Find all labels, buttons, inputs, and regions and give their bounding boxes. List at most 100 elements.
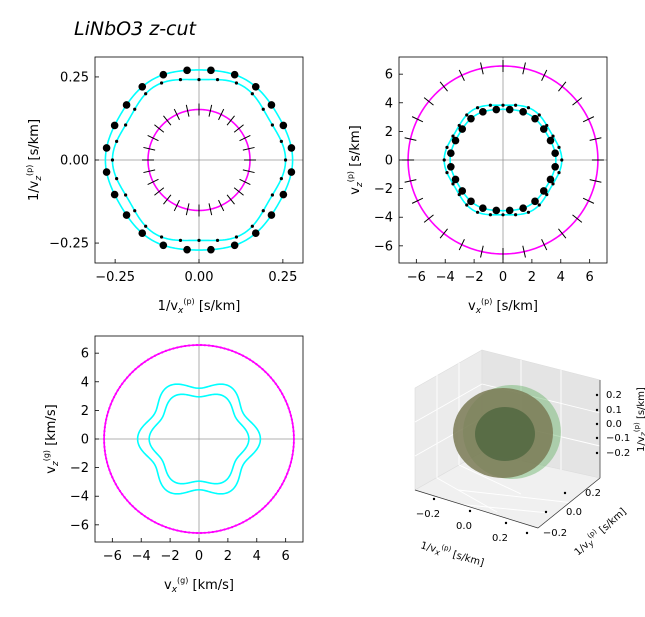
y-axis-line bbox=[537, 477, 601, 529]
series-marker-0 bbox=[110, 190, 119, 199]
series-marker-0 bbox=[252, 360, 255, 363]
series-marker-0 bbox=[105, 457, 108, 460]
series-marker-2 bbox=[492, 105, 501, 114]
series-marker-0 bbox=[122, 101, 131, 109]
series-marker-0 bbox=[276, 489, 280, 493]
series-marker-1 bbox=[557, 145, 561, 149]
series-marker-0 bbox=[103, 433, 106, 437]
series-marker-0 bbox=[111, 476, 114, 479]
series-marker-0 bbox=[108, 468, 111, 472]
series-marker-0 bbox=[261, 368, 264, 371]
series-marker-0 bbox=[143, 360, 146, 363]
y-tick-label: 0 bbox=[385, 154, 393, 169]
z3d-axis-label: 1/vz(p) [s/km] bbox=[633, 387, 645, 452]
series-marker-0 bbox=[558, 81, 567, 92]
x-tick-label: −6 bbox=[407, 270, 426, 285]
y-tick-label: 0.0 bbox=[566, 507, 582, 518]
series-marker-0 bbox=[107, 410, 110, 413]
series-marker-2 bbox=[154, 187, 165, 196]
series-marker-0 bbox=[161, 524, 164, 527]
x3d-axis-label-part: 1/v bbox=[419, 540, 437, 555]
series-marker-1 bbox=[159, 235, 164, 239]
series-marker-0 bbox=[288, 465, 291, 468]
series-marker-1 bbox=[488, 103, 492, 107]
series-marker-0 bbox=[131, 505, 134, 508]
series-marker-2 bbox=[226, 115, 235, 126]
series-marker-2 bbox=[239, 135, 251, 142]
series-marker-0 bbox=[203, 531, 207, 534]
series-marker-0 bbox=[279, 121, 288, 130]
series-marker-0 bbox=[219, 346, 222, 349]
series-marker-0 bbox=[289, 461, 293, 464]
series-marker-2 bbox=[233, 187, 244, 196]
series-marker-0 bbox=[264, 370, 267, 373]
series-marker-0 bbox=[109, 472, 112, 475]
series-line-2 bbox=[148, 393, 250, 485]
z-tick-label: −0.1 bbox=[606, 433, 630, 444]
z-tick-label: 0.2 bbox=[606, 390, 622, 401]
series-marker-2 bbox=[467, 114, 475, 123]
series-marker-1 bbox=[115, 139, 119, 143]
series-marker-0 bbox=[112, 396, 116, 399]
series-marker-0 bbox=[131, 370, 134, 373]
series-marker-1 bbox=[475, 210, 480, 214]
series-marker-2 bbox=[163, 115, 172, 126]
grid-line bbox=[414, 383, 483, 423]
series-line-2 bbox=[449, 108, 557, 212]
series-marker-0 bbox=[230, 70, 239, 79]
y-axis-label-main: v bbox=[348, 187, 363, 195]
series-marker-1 bbox=[234, 81, 239, 85]
series-marker-0 bbox=[589, 137, 602, 141]
x-tick-label: −4 bbox=[132, 549, 151, 564]
series-marker-0 bbox=[258, 510, 261, 513]
series-marker-0 bbox=[219, 529, 222, 532]
series-marker-0 bbox=[251, 82, 260, 91]
series-marker-0 bbox=[238, 352, 241, 356]
series-marker-0 bbox=[248, 358, 251, 361]
series-marker-0 bbox=[159, 241, 168, 250]
series-marker-2 bbox=[147, 178, 159, 185]
series-marker-0 bbox=[168, 348, 171, 351]
series-marker-2 bbox=[519, 108, 527, 116]
y-tick-label: −6 bbox=[70, 518, 89, 533]
series-marker-0 bbox=[289, 414, 293, 417]
series-marker-0 bbox=[572, 214, 583, 223]
surface-inner bbox=[475, 407, 535, 461]
series-marker-2 bbox=[539, 125, 548, 133]
series-marker-0 bbox=[121, 382, 124, 385]
series-marker-0 bbox=[105, 414, 109, 417]
series-marker-1 bbox=[537, 113, 541, 117]
series-marker-1 bbox=[115, 177, 119, 181]
series-marker-2 bbox=[467, 197, 475, 206]
series-marker-0 bbox=[180, 345, 183, 348]
y-axis-label: vz(g) [km/s] bbox=[42, 404, 61, 473]
slowness-panel: −0.25 0.00 0.25−0.250.000.251/vx(p) [s/km]… bbox=[25, 56, 304, 316]
series-marker-0 bbox=[102, 168, 111, 176]
series-marker-0 bbox=[128, 373, 131, 376]
series-marker-0 bbox=[128, 502, 131, 505]
x-tick-label: 2 bbox=[528, 270, 536, 285]
series-marker-0 bbox=[176, 346, 179, 349]
x3d-axis-label-part: [s/km] bbox=[448, 549, 485, 569]
x-tick-label: 4 bbox=[557, 270, 565, 285]
y-axis-label-unit: [s/km] bbox=[348, 125, 363, 171]
series-marker-0 bbox=[223, 528, 226, 531]
series-marker-2 bbox=[233, 124, 244, 133]
series-marker-1 bbox=[124, 123, 128, 127]
series-marker-0 bbox=[286, 472, 289, 475]
series-marker-2 bbox=[154, 124, 165, 133]
series-marker-2 bbox=[226, 194, 235, 205]
series-marker-0 bbox=[230, 241, 239, 250]
y-tick-label: 0.25 bbox=[60, 70, 89, 85]
series-marker-2 bbox=[173, 108, 180, 121]
x-tick-label: 4 bbox=[253, 549, 261, 564]
series-marker-0 bbox=[274, 493, 277, 496]
series-marker-0 bbox=[272, 496, 275, 499]
y-tick-label: 6 bbox=[81, 347, 89, 362]
x-axis-label-unit: [s/km] bbox=[195, 299, 241, 314]
series-marker-0 bbox=[134, 507, 137, 510]
series-marker-0 bbox=[522, 245, 526, 258]
y-tick-label: 6 bbox=[385, 68, 393, 83]
series-marker-1 bbox=[250, 224, 254, 228]
y-tick-label: 0.00 bbox=[60, 154, 89, 169]
